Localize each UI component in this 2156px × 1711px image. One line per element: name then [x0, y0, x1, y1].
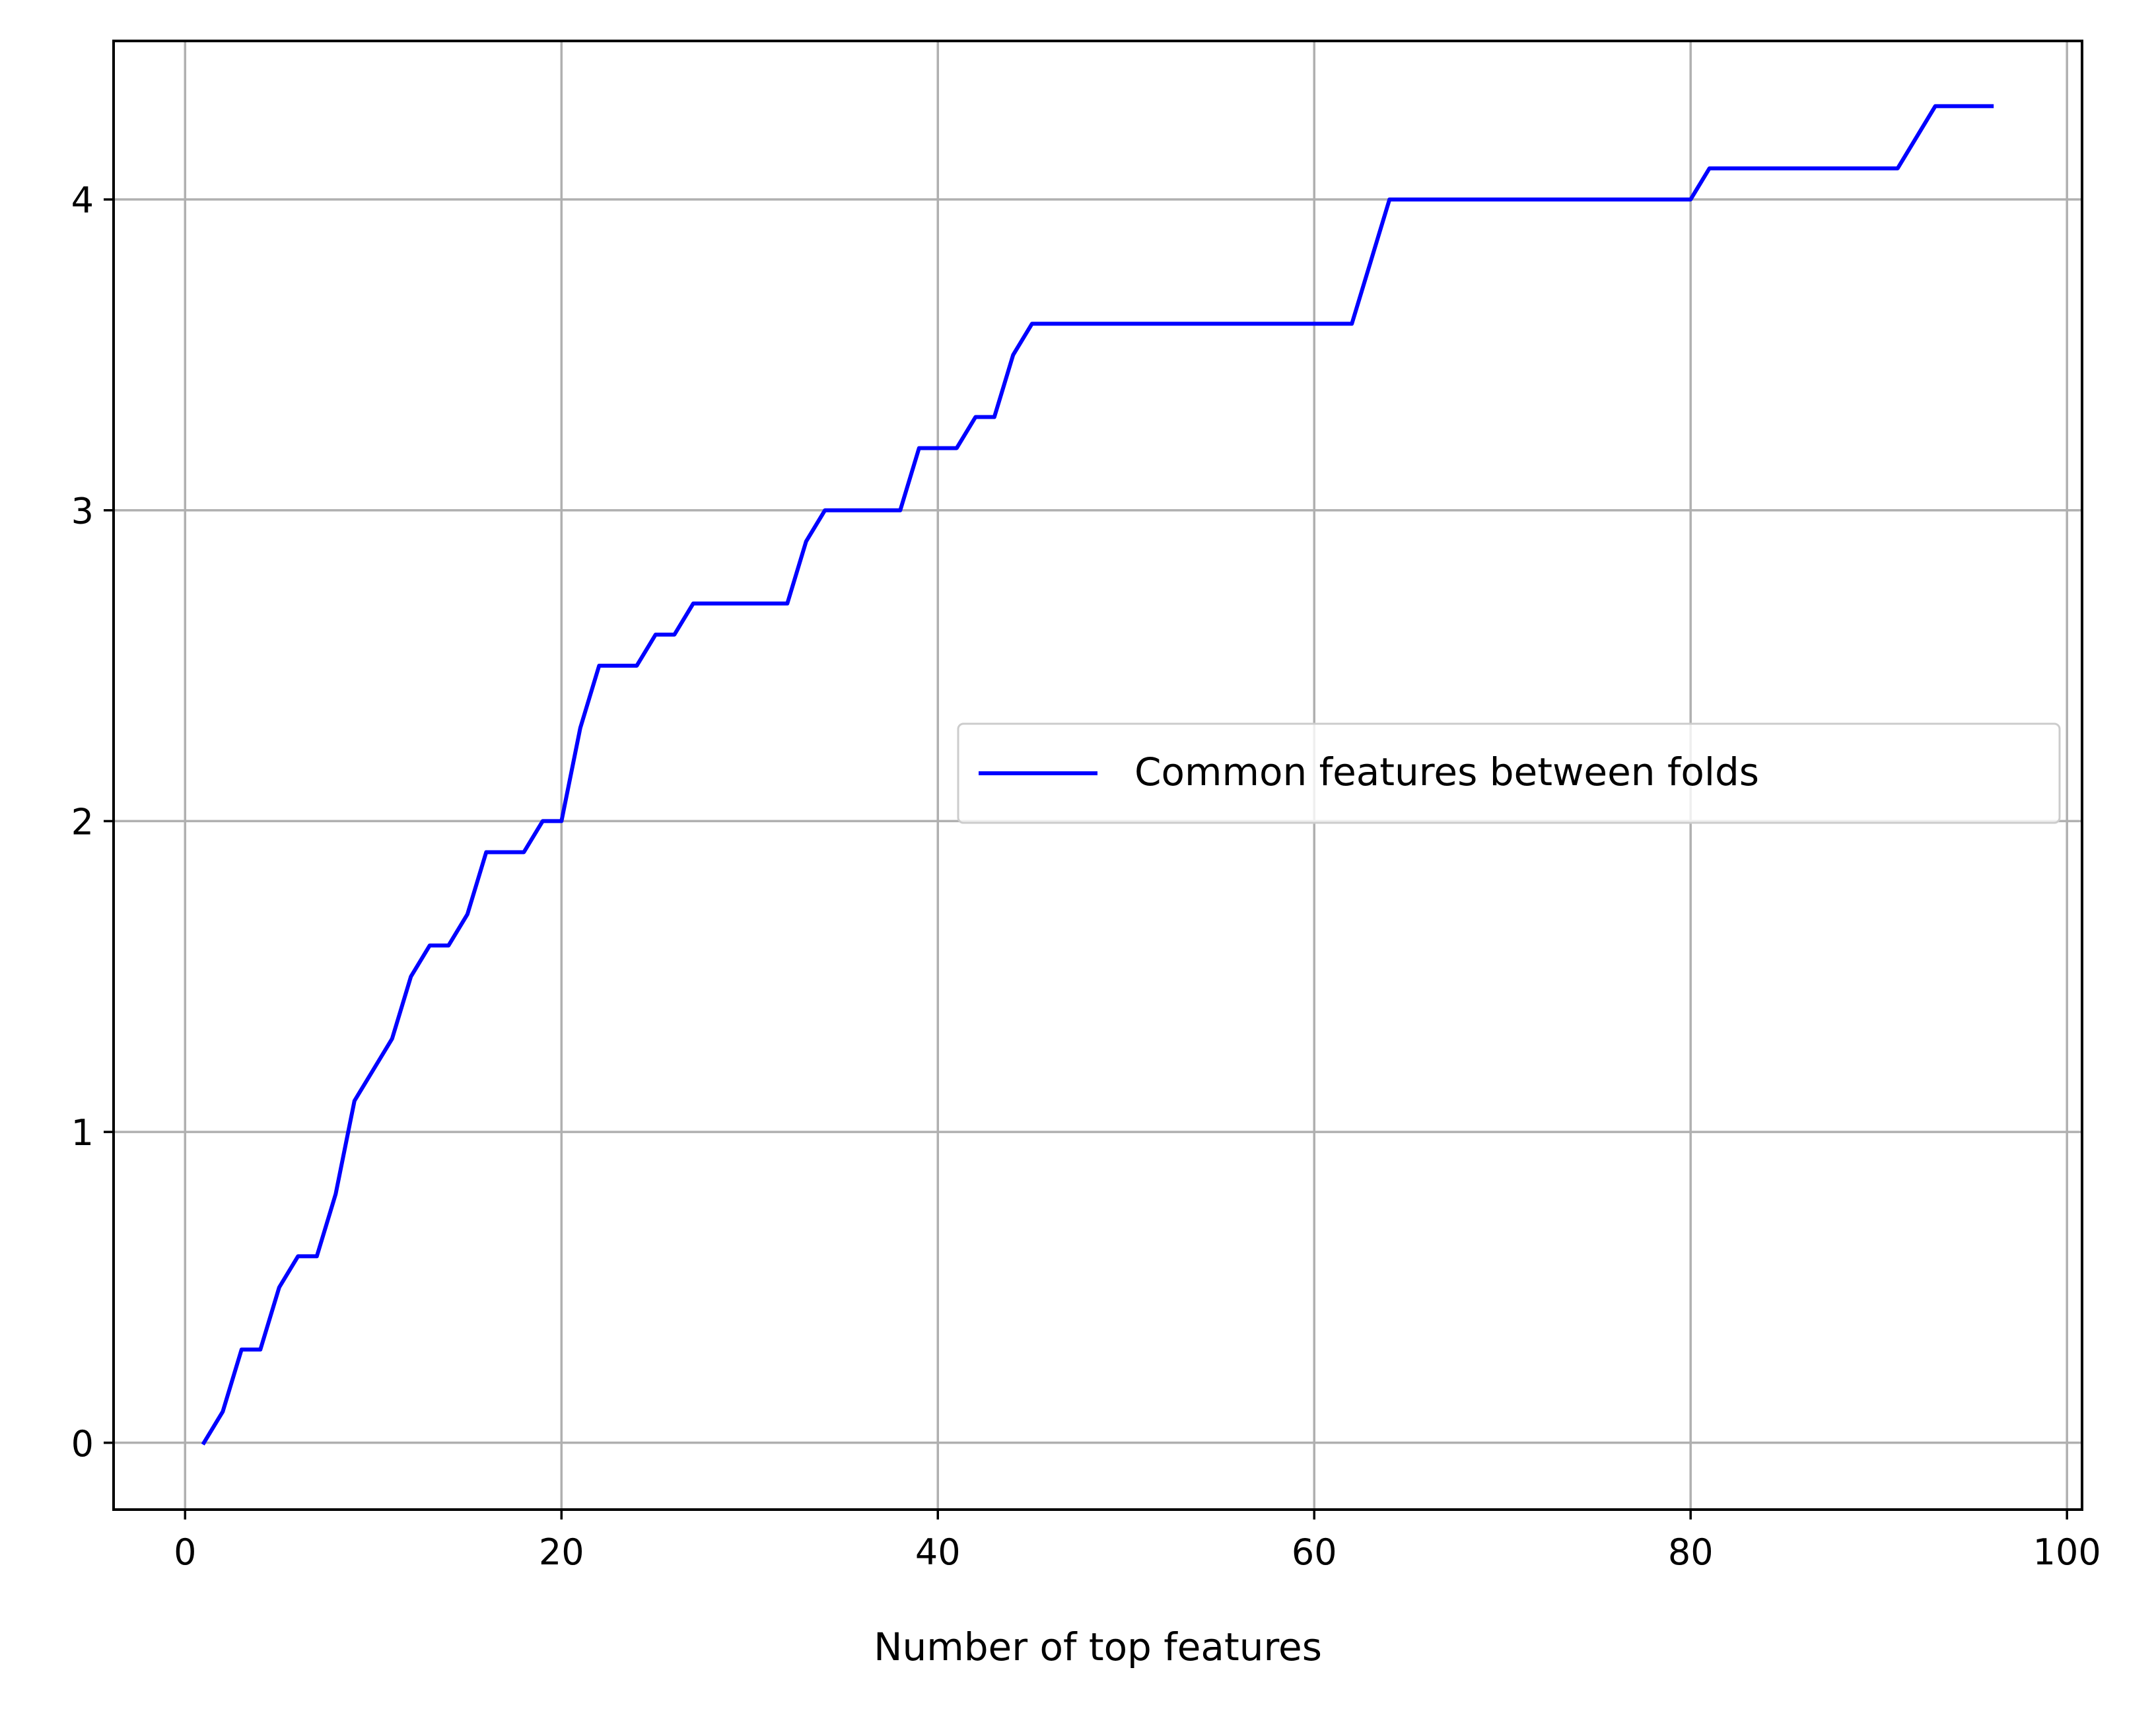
y-tick-label: 2: [71, 801, 94, 843]
y-tick-label: 3: [71, 491, 94, 532]
y-axis-ticks: 0 1 2 3 4: [71, 180, 114, 1465]
series-layer: [201, 104, 1994, 1446]
x-tick-label: 20: [539, 1531, 584, 1573]
y-tick-label: 4: [71, 180, 94, 221]
x-tick-label: 0: [174, 1531, 196, 1573]
x-axis-ticks: 0 20 40 60 80 100: [174, 1510, 2101, 1573]
x-tick-label: 60: [1292, 1531, 1337, 1573]
x-tick-label: 40: [915, 1531, 961, 1573]
legend: Common features between folds: [957, 722, 2061, 824]
x-axis-label: Number of top features: [874, 1624, 1322, 1669]
legend-label: Common features between folds: [1134, 750, 1759, 794]
legend-box: [957, 722, 2061, 824]
x-tick-label: 80: [1668, 1531, 1714, 1573]
y-tick-label: 1: [71, 1112, 94, 1154]
y-tick-label: 0: [71, 1423, 94, 1465]
series-line: [201, 104, 1994, 1446]
plot-frame: [112, 40, 2083, 1511]
x-tick-label: 100: [2033, 1531, 2101, 1573]
